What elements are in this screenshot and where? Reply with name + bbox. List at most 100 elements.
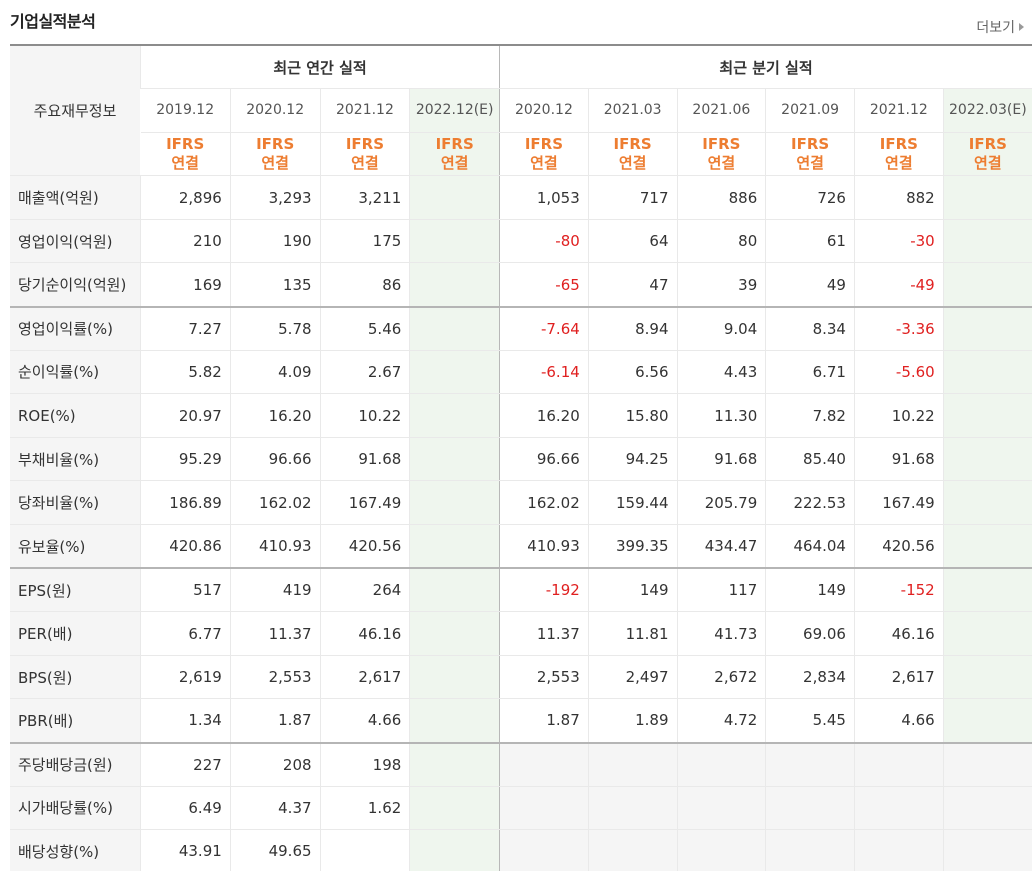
quarterly-value-cell: -80 [499, 219, 589, 264]
consolidated-label: 연결 [261, 153, 289, 172]
annual-value-cell: 410.93 [229, 524, 321, 569]
consolidated-label: 연결 [707, 153, 736, 172]
quarterly-value-cell: 4.66 [853, 698, 944, 743]
annual-value-cell [409, 741, 500, 787]
row-label: ROE(%) [10, 393, 141, 438]
quarterly-value-cell: 39 [676, 262, 766, 308]
annual-value-cell: 2,896 [140, 175, 231, 220]
quarterly-empty-cell [499, 829, 589, 871]
annual-value-cell [409, 567, 500, 613]
annual-value-cell: 4.09 [229, 350, 321, 395]
quarterly-value-cell: 420.56 [853, 524, 944, 569]
annual-value-cell: 6.49 [140, 786, 231, 831]
annual-value-cell: 186.89 [140, 480, 231, 526]
annual-value-cell: 420.56 [319, 524, 410, 569]
quarterly-value-cell: -5.60 [853, 350, 944, 395]
quarterly-empty-cell [587, 741, 678, 787]
quarterly-value-cell: 6.71 [765, 350, 855, 395]
quarterly-value-cell: -6.14 [499, 350, 589, 395]
annual-value-cell: 95.29 [140, 437, 231, 482]
annual-value-cell: 7.27 [140, 305, 231, 351]
quarterly-value-cell [942, 437, 1032, 482]
annual-value-cell: 4.66 [319, 698, 410, 743]
ifrs-basis-label: IFRS 연결 [587, 132, 678, 177]
quarterly-value-cell: 91.68 [676, 437, 766, 482]
annual-value-cell: 5.46 [319, 305, 410, 351]
ifrs-basis-label: IFRS 연결 [229, 132, 321, 177]
table-row: 유보율(%) 420.86 410.93 420.56 410.93 399.35 434.… [10, 524, 1032, 569]
row-label: 배당성향(%) [10, 829, 141, 871]
annual-value-cell [409, 350, 500, 395]
consolidated-label: 연결 [618, 153, 647, 172]
table-row: ROE(%) 20.97 16.20 10.22 16.20 15.80 11.30 7.82… [10, 393, 1032, 438]
annual-value-cell: 135 [229, 262, 321, 308]
quarterly-value-cell: 399.35 [587, 524, 678, 569]
table-row: 배당성향(%) 43.91 49.65 [10, 829, 1032, 871]
row-label: PBR(배) [10, 698, 141, 743]
annual-value-cell: 517 [140, 567, 231, 613]
more-link[interactable]: 더보기 [976, 17, 1024, 37]
annual-value-cell: 5.82 [140, 350, 231, 395]
row-label: 당기순이익(억원) [10, 262, 141, 308]
quarterly-value-cell: 85.40 [765, 437, 855, 482]
annual-value-cell: 2,619 [140, 655, 231, 700]
consolidated-label: 연결 [974, 153, 1002, 172]
quarterly-value-cell: 162.02 [499, 480, 589, 526]
quarterly-value-cell: 159.44 [587, 480, 678, 526]
ifrs-basis-label: IFRS 연결 [765, 132, 855, 177]
quarterly-value-cell: 205.79 [676, 480, 766, 526]
quarterly-empty-cell [587, 786, 678, 831]
quarterly-value-cell: 2,834 [765, 655, 855, 700]
row-label: EPS(원) [10, 567, 141, 613]
annual-value-cell: 10.22 [319, 393, 410, 438]
consolidated-label: 연결 [530, 153, 558, 172]
annual-value-cell: 1.62 [319, 786, 410, 831]
annual-value-cell: 43.91 [140, 829, 231, 871]
quarterly-value-cell: -3.36 [853, 305, 944, 351]
annual-value-cell: 16.20 [229, 393, 321, 438]
annual-value-cell: 264 [319, 567, 410, 613]
row-label: PER(배) [10, 611, 141, 656]
row-label: 매출액(억원) [10, 175, 141, 220]
ifrs-label: IFRS [879, 134, 918, 153]
quarterly-value-cell: 11.37 [499, 611, 589, 656]
quarterly-value-cell [942, 350, 1032, 395]
ifrs-label: IFRS [435, 134, 474, 153]
quarterly-value-cell: 149 [765, 567, 855, 613]
quarterly-value-cell: 149 [587, 567, 678, 613]
annual-value-cell [409, 786, 500, 831]
annual-value-cell: 2,553 [229, 655, 321, 700]
quarterly-value-cell: 2,617 [853, 655, 944, 700]
annual-value-cell [409, 829, 500, 871]
row-label: 주당배당금(원) [10, 741, 141, 787]
annual-value-cell: 3,211 [319, 175, 410, 220]
annual-value-cell [409, 262, 500, 308]
row-label: 당좌비율(%) [10, 480, 141, 526]
quarterly-empty-cell [765, 741, 855, 787]
row-label: 부채비율(%) [10, 437, 141, 482]
quarterly-value-cell: -30 [853, 219, 944, 264]
annual-value-cell: 190 [229, 219, 321, 264]
ifrs-basis-label: IFRS 연결 [942, 132, 1032, 177]
quarterly-period-header: 2021.03 [587, 88, 678, 133]
quarterly-value-cell [942, 219, 1032, 264]
ifrs-label: IFRS [166, 134, 205, 153]
annual-value-cell [409, 524, 500, 569]
quarterly-empty-cell [676, 786, 766, 831]
quarterly-empty-cell [942, 741, 1032, 787]
quarterly-value-cell: 1.87 [499, 698, 589, 743]
ifrs-basis-label: IFRS 연결 [499, 132, 589, 177]
quarterly-value-cell: 434.47 [676, 524, 766, 569]
table-row: 순이익률(%) 5.82 4.09 2.67 -6.14 6.56 4.43 6.71 -5.6… [10, 350, 1032, 395]
quarterly-value-cell: 410.93 [499, 524, 589, 569]
chevron-right-icon [1019, 23, 1024, 31]
annual-value-cell: 167.49 [319, 480, 410, 526]
quarterly-value-cell: -152 [853, 567, 944, 613]
row-label: 영업이익(억원) [10, 219, 141, 264]
quarterly-empty-cell [942, 829, 1032, 871]
consolidated-label: 연결 [351, 153, 379, 172]
quarterly-empty-cell [676, 829, 766, 871]
quarterly-value-cell: 726 [765, 175, 855, 220]
quarterly-value-cell: 64 [587, 219, 678, 264]
quarterly-value-cell: 96.66 [499, 437, 589, 482]
